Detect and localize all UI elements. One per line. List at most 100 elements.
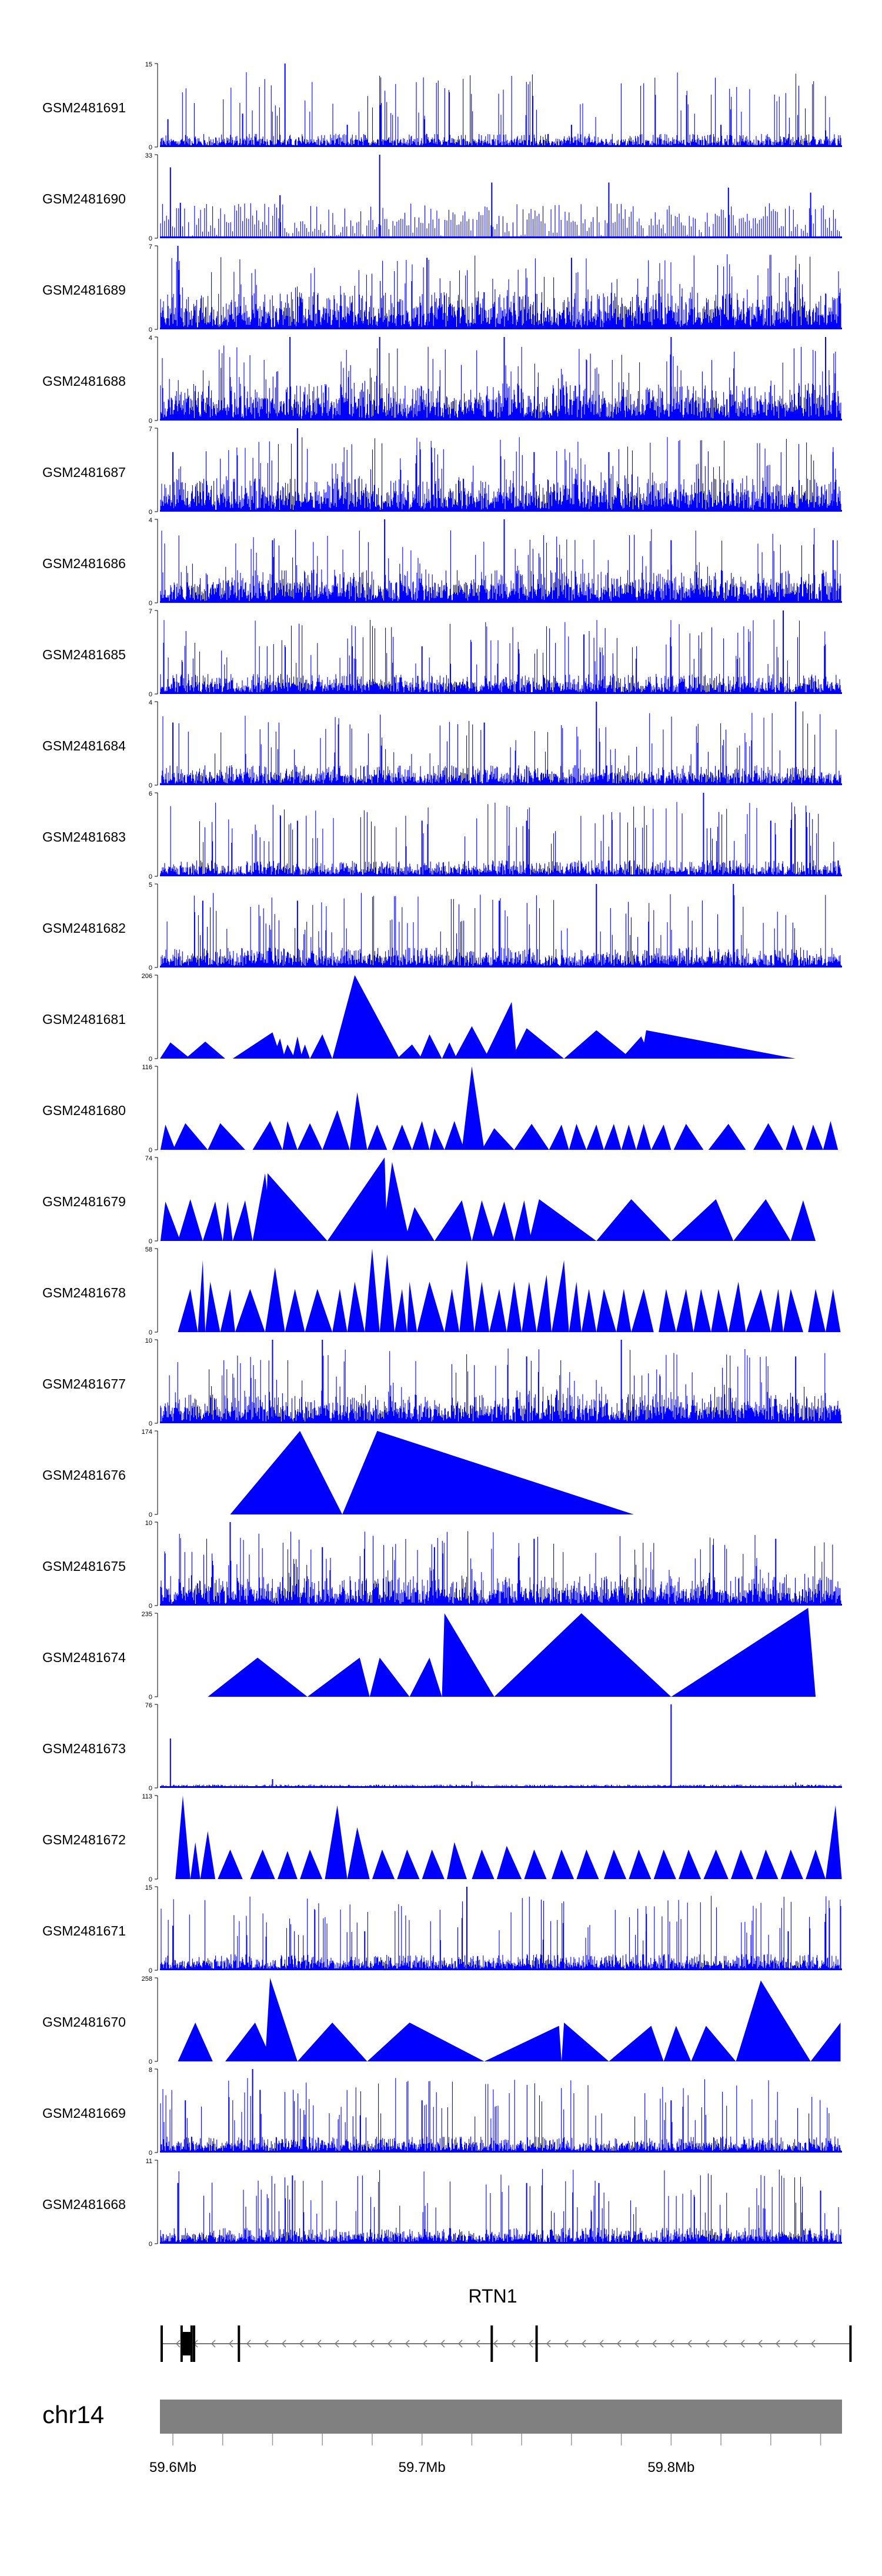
coverage-peak <box>222 1201 233 1241</box>
coverage-peak <box>826 1289 841 1332</box>
coverage-peak <box>198 1260 206 1332</box>
y-max-label: 5 <box>149 882 152 889</box>
exon-mark <box>160 2325 163 2362</box>
track-label: GSM2481687 <box>42 465 126 480</box>
coverage-peak <box>786 1125 803 1150</box>
coverage-bars <box>160 254 841 329</box>
track-label: GSM2481674 <box>42 1650 126 1665</box>
coverage-peak <box>232 1200 253 1241</box>
y-min-label: 0 <box>149 2058 152 2066</box>
coverage-peak <box>514 1123 549 1150</box>
chevron-icon <box>352 2340 357 2348</box>
y-max-label: 8 <box>149 2067 152 2074</box>
coverage-peak <box>603 1123 622 1150</box>
coverage-peak <box>272 1038 285 1059</box>
track-GSM2481669: GSM2481669 8 0 <box>42 2067 842 2157</box>
coverage-peak <box>235 1289 265 1332</box>
track-GSM2481677: GSM2481677 10 0 <box>42 1337 842 1427</box>
data-tracks: GSM2481691150GSM2481690330GSM248168970GS… <box>42 61 842 2248</box>
coverage-peak <box>220 1289 235 1332</box>
coverage-bars <box>160 893 841 967</box>
y-max-label: 10 <box>145 1520 152 1527</box>
coverage-peak <box>731 1849 754 1879</box>
coverage-baseline <box>160 236 842 238</box>
track-label: GSM2481682 <box>42 920 126 936</box>
coverage-peak <box>636 1123 652 1150</box>
track-label: GSM2481670 <box>42 2014 126 2030</box>
coverage-peak <box>202 1201 223 1241</box>
y-min-label: 0 <box>149 235 152 242</box>
track-GSM2481670: GSM2481670 258 0 <box>42 1976 841 2066</box>
coverage-bars <box>160 802 841 876</box>
coverage-peak <box>728 1282 746 1332</box>
coverage-bars <box>160 1896 841 1970</box>
coverage-peak <box>310 1034 333 1059</box>
y-min-label: 0 <box>149 782 152 789</box>
exon-mark <box>535 2325 538 2362</box>
coverage-bars <box>160 2078 841 2153</box>
coverage-peak <box>484 1002 517 1059</box>
coverage-baseline <box>160 419 842 421</box>
track-GSM2481674: GSM2481674 235 0 <box>42 1607 816 1701</box>
coverage-baseline <box>160 966 842 967</box>
coverage-peak <box>561 2022 609 2061</box>
track-label: GSM2481672 <box>42 1832 126 1847</box>
chevron-icon <box>740 2340 745 2348</box>
y-max-label: 174 <box>142 1429 152 1436</box>
track-GSM2481680: GSM2481680 116 0 <box>42 1064 838 1154</box>
track-label: GSM2481673 <box>42 1741 126 1756</box>
y-min-label: 0 <box>149 326 152 333</box>
coverage-peak <box>783 1289 803 1332</box>
coverage-peak <box>770 1289 784 1332</box>
coverage-peak <box>442 1042 457 1059</box>
coverage-peak <box>823 1121 838 1150</box>
track-label: GSM2481683 <box>42 829 126 845</box>
coverage-peak <box>200 1831 216 1879</box>
track-label: GSM2481671 <box>42 1923 126 1938</box>
coverage-peak <box>367 2022 485 2061</box>
coverage-peak <box>173 1123 208 1150</box>
coverage-peak <box>218 1849 243 1879</box>
chevron-icon <box>246 2340 251 2348</box>
coverage-peak <box>753 1123 784 1150</box>
coverage-peak <box>736 1980 811 2061</box>
coverage-peak <box>230 1431 343 1514</box>
coverage-baseline <box>160 1786 842 1788</box>
y-min-label: 0 <box>149 1329 152 1336</box>
chevron-icon <box>669 2340 674 2348</box>
coverage-peak <box>621 1125 637 1150</box>
coverage-peak <box>392 1125 412 1150</box>
coverage-peak <box>474 1282 490 1332</box>
coverage-peak <box>512 1028 564 1059</box>
coverage-peak <box>409 1657 442 1697</box>
track-GSM2481690: GSM2481690 33 0 <box>42 152 842 242</box>
coverage-peak <box>369 1657 410 1697</box>
coverage-peak <box>429 1128 445 1150</box>
coverage-peak <box>300 1849 323 1879</box>
coverage-peak <box>405 1207 435 1241</box>
chevron-icon <box>634 2340 639 2348</box>
coverage-peak <box>459 1260 475 1332</box>
coverage-peak <box>397 1044 422 1059</box>
coverage-peak <box>347 1282 365 1332</box>
chevron-icon <box>299 2340 304 2348</box>
track-label: GSM2481677 <box>42 1376 126 1392</box>
track-GSM2481681: GSM2481681 206 0 <box>42 973 796 1063</box>
coverage-peak <box>322 1110 350 1150</box>
coverage-peak <box>332 975 400 1059</box>
coverage-peak <box>631 1289 654 1332</box>
coverage-peak <box>250 1849 275 1879</box>
coverage-peak <box>609 2026 664 2061</box>
y-min-label: 0 <box>149 2150 152 2157</box>
gene-track: RTN1 <box>160 2285 852 2362</box>
y-min-label: 0 <box>149 509 152 516</box>
exon-mark <box>187 2332 192 2355</box>
coverage-peak <box>297 2022 368 2061</box>
track-label: GSM2481675 <box>42 1559 126 1574</box>
coverage-peak <box>496 1846 522 1879</box>
coverage-peak <box>596 1289 617 1332</box>
track-GSM2481676: GSM2481676 174 0 <box>42 1429 634 1519</box>
gene-name-label: RTN1 <box>469 2285 517 2307</box>
coverage-peak <box>733 1199 791 1241</box>
coverage-bars <box>160 437 841 512</box>
